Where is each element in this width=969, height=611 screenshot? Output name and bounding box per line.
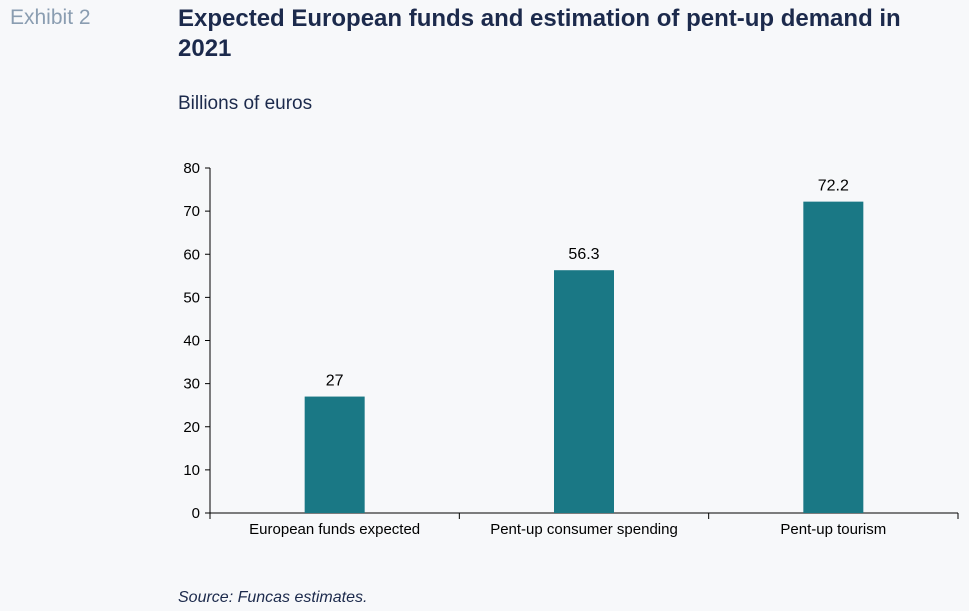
- y-tick-label: 70: [183, 203, 200, 220]
- y-tick-label: 40: [183, 333, 200, 350]
- units-label: Billions of euros: [178, 93, 313, 114]
- y-tick-label: 20: [183, 419, 200, 436]
- bar-value-label: 56.3: [568, 246, 599, 263]
- y-tick-label: 60: [183, 246, 200, 263]
- bar: [803, 201, 864, 513]
- bar-value-label: 72.2: [818, 178, 849, 195]
- exhibit-label: Exhibit 2: [10, 6, 91, 29]
- chart-title: Expected European funds and estimation o…: [178, 5, 901, 62]
- bar: [554, 270, 614, 513]
- x-category-label: Pent-up tourism: [780, 521, 886, 538]
- bar-value-label: 27: [326, 373, 344, 390]
- x-category-label: Pent-up consumer spending: [490, 521, 678, 538]
- y-tick-label: 30: [183, 376, 200, 393]
- y-tick-label: 50: [183, 289, 200, 306]
- y-tick-label: 80: [183, 160, 200, 177]
- x-category-label: European funds expected: [249, 521, 420, 538]
- y-tick-label: 0: [192, 505, 200, 522]
- y-tick-label: 10: [183, 462, 200, 479]
- bar: [304, 396, 365, 513]
- source-note: Source: Funcas estimates.: [178, 589, 368, 606]
